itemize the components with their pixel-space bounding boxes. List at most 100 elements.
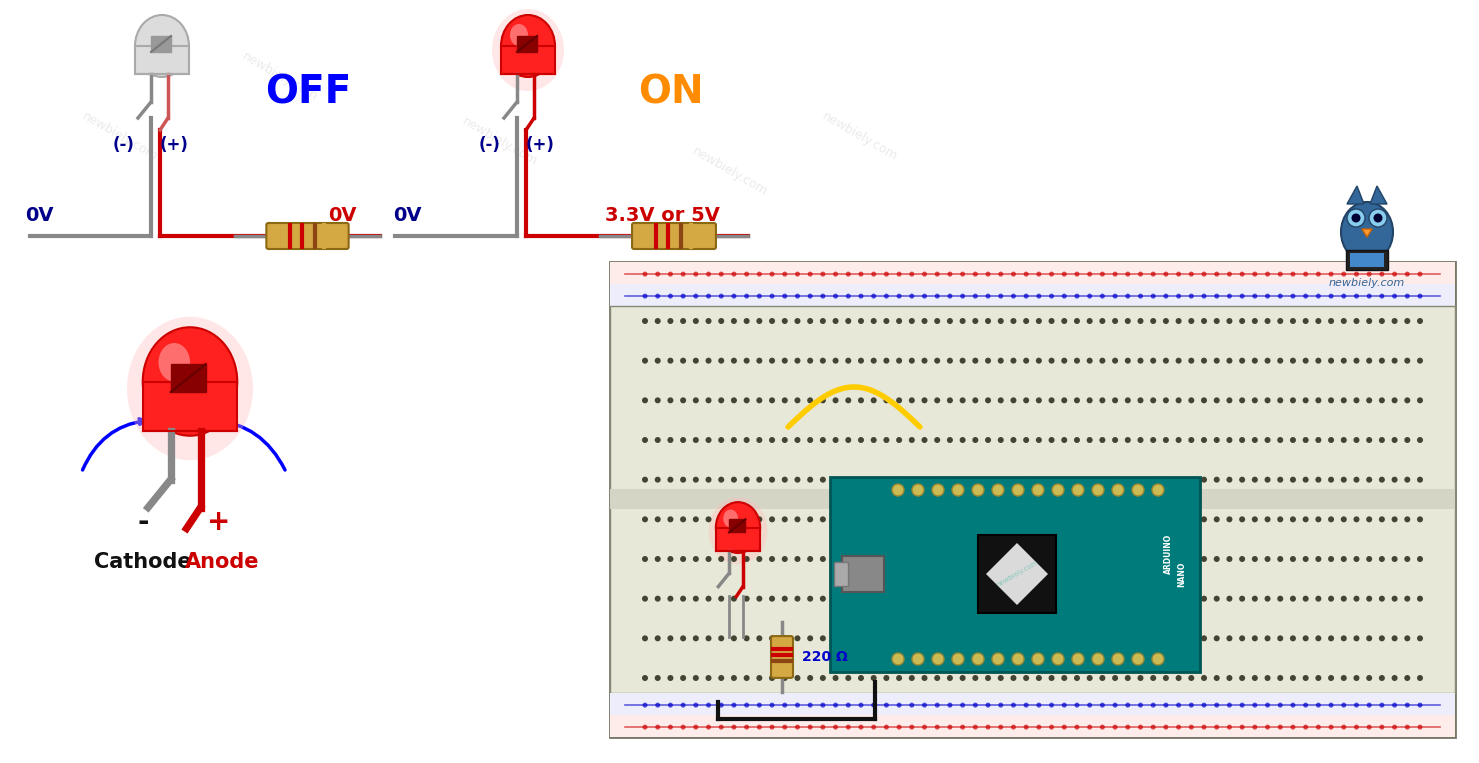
Circle shape (985, 272, 991, 277)
Circle shape (1010, 675, 1016, 681)
Circle shape (1151, 517, 1157, 523)
Circle shape (1380, 725, 1384, 729)
Circle shape (1265, 358, 1270, 364)
Circle shape (935, 318, 941, 324)
Circle shape (896, 477, 902, 483)
Circle shape (921, 477, 927, 483)
Circle shape (1328, 358, 1334, 364)
Circle shape (705, 556, 711, 562)
Circle shape (896, 556, 902, 562)
Circle shape (794, 596, 800, 602)
Circle shape (1404, 477, 1411, 483)
Circle shape (1405, 294, 1409, 298)
Circle shape (896, 318, 902, 324)
Circle shape (1074, 477, 1080, 483)
Circle shape (960, 294, 966, 298)
Circle shape (667, 596, 673, 602)
Circle shape (655, 596, 661, 602)
Circle shape (1226, 636, 1232, 642)
Circle shape (1162, 556, 1168, 562)
Circle shape (908, 556, 916, 562)
Circle shape (782, 517, 788, 523)
Circle shape (1188, 318, 1195, 324)
Bar (151, 36, 172, 52)
Bar (518, 36, 537, 52)
Circle shape (1052, 484, 1063, 496)
Circle shape (871, 703, 876, 707)
Circle shape (972, 358, 978, 364)
Circle shape (757, 725, 762, 729)
Circle shape (1253, 294, 1257, 298)
Circle shape (1404, 675, 1411, 681)
Circle shape (1353, 398, 1359, 404)
Circle shape (1035, 596, 1041, 602)
Circle shape (731, 437, 737, 443)
Circle shape (1316, 725, 1321, 729)
Circle shape (1023, 517, 1029, 523)
Circle shape (719, 358, 725, 364)
Text: -: - (138, 508, 149, 536)
Circle shape (1010, 596, 1016, 602)
Circle shape (1037, 703, 1041, 707)
Circle shape (808, 596, 813, 602)
Circle shape (680, 517, 686, 523)
Circle shape (794, 272, 800, 277)
Circle shape (1328, 294, 1334, 298)
Circle shape (719, 596, 725, 602)
Circle shape (921, 398, 927, 404)
Circle shape (952, 653, 964, 665)
Circle shape (756, 517, 762, 523)
Circle shape (819, 636, 825, 642)
Circle shape (883, 477, 889, 483)
Circle shape (973, 272, 978, 277)
FancyBboxPatch shape (771, 636, 793, 678)
Circle shape (1037, 294, 1041, 298)
Circle shape (1176, 636, 1182, 642)
Circle shape (1099, 437, 1105, 443)
Circle shape (1023, 725, 1029, 729)
Circle shape (985, 294, 991, 298)
Bar (609, 715, 1455, 737)
Circle shape (1347, 209, 1365, 227)
Circle shape (1062, 556, 1068, 562)
Circle shape (719, 477, 725, 483)
Ellipse shape (127, 317, 253, 460)
Circle shape (1265, 636, 1270, 642)
Circle shape (1137, 272, 1143, 277)
Circle shape (908, 398, 916, 404)
Circle shape (1162, 318, 1168, 324)
Circle shape (833, 675, 839, 681)
Circle shape (1176, 437, 1182, 443)
Circle shape (705, 318, 711, 324)
Circle shape (998, 398, 1004, 404)
Circle shape (1303, 636, 1309, 642)
Circle shape (1392, 358, 1398, 364)
Circle shape (921, 358, 927, 364)
Circle shape (948, 272, 952, 277)
Circle shape (692, 437, 698, 443)
Circle shape (1201, 477, 1207, 483)
Circle shape (1049, 703, 1055, 707)
Circle shape (1012, 725, 1016, 729)
Circle shape (1303, 477, 1309, 483)
Circle shape (1265, 437, 1270, 443)
Circle shape (1341, 675, 1347, 681)
Circle shape (782, 358, 788, 364)
Circle shape (947, 437, 952, 443)
Circle shape (1201, 517, 1207, 523)
Circle shape (972, 477, 978, 483)
Circle shape (1374, 214, 1383, 223)
Bar (170, 364, 206, 392)
Circle shape (642, 437, 648, 443)
Bar (1346, 250, 1387, 270)
Circle shape (1049, 556, 1055, 562)
Circle shape (692, 318, 698, 324)
Circle shape (896, 272, 902, 277)
Text: NANO: NANO (1177, 562, 1186, 587)
Circle shape (769, 437, 775, 443)
Circle shape (1062, 318, 1068, 324)
Circle shape (998, 517, 1004, 523)
Circle shape (908, 318, 916, 324)
Circle shape (1137, 398, 1143, 404)
Circle shape (819, 675, 825, 681)
